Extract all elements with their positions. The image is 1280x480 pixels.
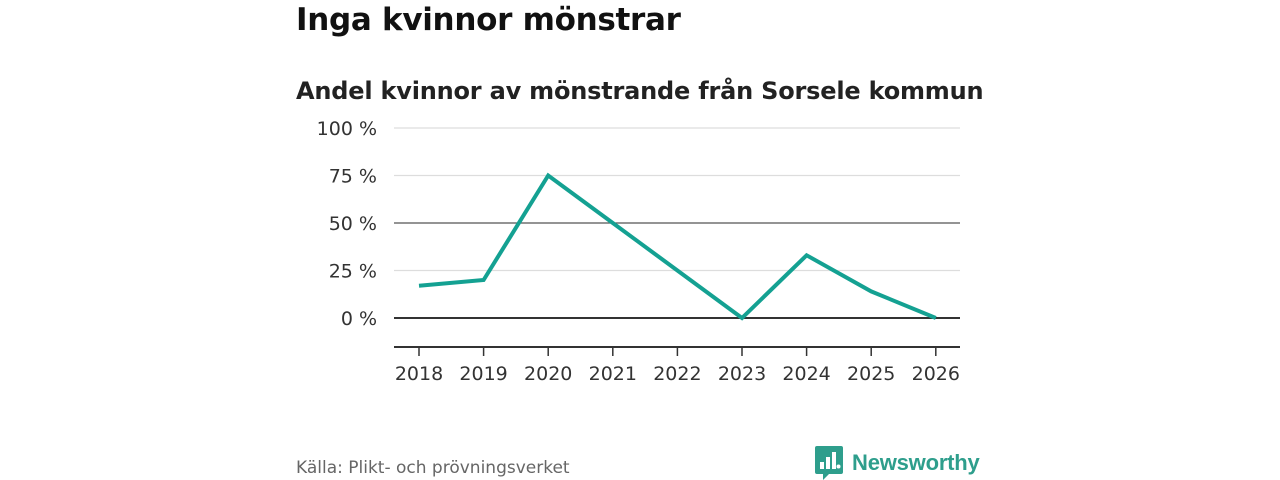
y-tick-label: 100 % xyxy=(317,118,377,140)
chart-subtitle: Andel kvinnor av mönstrande från Sorsele… xyxy=(296,77,984,105)
x-tick-label: 2022 xyxy=(653,363,701,385)
brand-logo: Newsworthy xyxy=(815,446,980,480)
x-tick-label: 2024 xyxy=(782,363,830,385)
y-axis-tick-labels: 0 % 25 % 50 % 75 % 100 % xyxy=(317,118,377,330)
x-tick-label: 2019 xyxy=(459,363,507,385)
y-tick-label: 50 % xyxy=(329,213,377,235)
y-tick-label: 0 % xyxy=(341,308,377,330)
brand-name: Newsworthy xyxy=(852,450,980,475)
y-tick-label: 75 % xyxy=(329,166,377,188)
newsworthy-logo-icon xyxy=(815,446,843,480)
x-tick-label: 2021 xyxy=(589,363,637,385)
x-tick-label: 2018 xyxy=(395,363,443,385)
x-tick-label: 2025 xyxy=(847,363,895,385)
series-lines xyxy=(418,172,937,321)
x-tick-label: 2026 xyxy=(912,363,960,385)
x-tick-label: 2023 xyxy=(718,363,766,385)
x-axis: 2018 2019 2020 2021 2022 2023 2024 2025 2026 xyxy=(394,346,960,385)
gridlines xyxy=(394,127,960,319)
x-tick-label: 2020 xyxy=(524,363,572,385)
source-note: Källa: Plikt- och prövningsverket xyxy=(296,458,570,478)
chart-title: Inga kvinnor mönstrar xyxy=(296,2,681,38)
y-tick-label: 25 % xyxy=(329,261,377,283)
series-line xyxy=(418,172,937,321)
